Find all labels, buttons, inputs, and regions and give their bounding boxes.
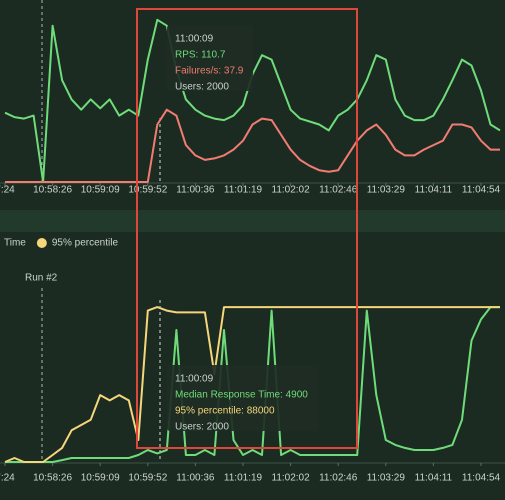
x-tick-label: 11:00:36: [176, 185, 215, 196]
tooltip-box: [167, 365, 319, 431]
x-tick-label: 11:02:02: [272, 185, 311, 196]
legend-label: 95% percentile: [52, 238, 119, 249]
tooltip: 11:00:09 RPS: 110.7 Failures/s: 37.9 Users:…: [167, 25, 253, 93]
x-tick-label: 10:59:09: [81, 473, 120, 484]
section-divider: [0, 210, 505, 232]
x-tick-label: 10:59:52: [128, 473, 167, 484]
x-tick-label: 7:24: [0, 185, 15, 196]
x-tick-label: 11:04:11: [415, 185, 453, 196]
legend-marker: [36, 238, 47, 248]
x-tick-label: 11:04:11: [415, 473, 453, 484]
tooltip-line: Users: 2000: [175, 422, 229, 433]
x-tick-label: 10:59:52: [128, 185, 167, 196]
tooltip-line: Users: 2000: [175, 82, 229, 93]
x-tick-label: 11:02:46: [319, 185, 358, 196]
series-line: [5, 108, 500, 183]
x-tick-label: 10:58:26: [33, 185, 72, 196]
x-tick-label: 7:24: [0, 473, 15, 484]
x-tick-label: 10:58:26: [33, 473, 72, 484]
x-tick-label: 11:04:54: [462, 473, 501, 484]
tooltip-title: 11:00:09: [175, 34, 214, 45]
x-tick-label: 11:03:29: [367, 473, 406, 484]
series-line: [4, 306, 500, 463]
plot-layer: 7:24 10:58:26 10:59:09 10:59:52 11:00:36 11:0…: [0, 18, 505, 484]
x-tick-label: 11:04:54: [462, 185, 501, 196]
tooltip-line: RPS: 110.7: [175, 50, 226, 61]
series-line: [5, 306, 500, 463]
x-tick-label: 11:00:36: [176, 473, 215, 484]
tooltip-line: 95% percentile: 88000: [175, 406, 275, 417]
annotation: Run #2: [25, 273, 58, 284]
tooltip-line: Failures/s: 37.9: [175, 66, 244, 77]
tooltip-box: [167, 25, 253, 91]
tooltip: 11:00:09 Median Response Time: 4900 95% pe…: [167, 365, 319, 433]
tooltip-line: Median Response Time: 4900: [175, 390, 308, 401]
x-tick-label: 11:01:19: [224, 185, 263, 196]
highlight-box: [136, 8, 358, 449]
x-tick-label: 11:01:19: [224, 473, 263, 484]
x-tick-label: 11:02:02: [272, 473, 311, 484]
tooltip-title: 11:00:09: [175, 374, 214, 385]
x-tick-label: 10:59:09: [81, 185, 120, 196]
legend-label: Time: [4, 238, 26, 249]
x-tick-label: 11:02:46: [319, 473, 358, 484]
x-tick-label: 11:03:29: [367, 185, 406, 196]
